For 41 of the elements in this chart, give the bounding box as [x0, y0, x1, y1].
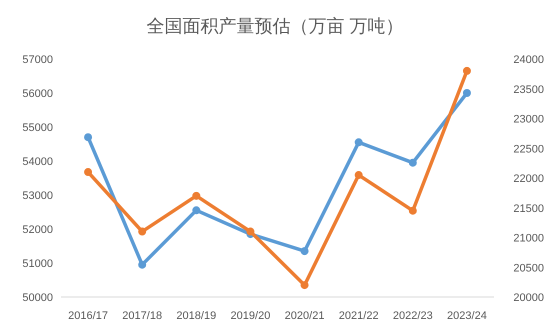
point	[192, 192, 200, 200]
point	[300, 247, 309, 256]
y2tick: 23000	[513, 114, 544, 126]
ytick: 51000	[22, 258, 53, 270]
ytick: 53000	[22, 190, 53, 202]
y2tick: 20000	[513, 292, 544, 304]
xtick: 2020/21	[284, 310, 324, 322]
point	[192, 206, 200, 214]
y2tick: 21000	[513, 232, 544, 244]
point	[462, 89, 471, 97]
ytick: 55000	[22, 122, 53, 134]
point	[354, 171, 363, 180]
point	[138, 228, 146, 236]
xtick: 2023/24	[447, 310, 487, 322]
y2tick: 22000	[513, 173, 544, 185]
ytick: 57000	[22, 54, 53, 66]
ytick: 54000	[22, 156, 53, 168]
title: 全国面积产量预估（万亩 万吨）	[146, 16, 404, 36]
point	[84, 133, 92, 142]
xtick: 2016/17	[68, 310, 108, 322]
point	[408, 206, 417, 215]
point	[246, 228, 254, 236]
point	[462, 66, 471, 75]
xtick: 2018/19	[176, 310, 216, 322]
xtick: 2022/23	[392, 310, 433, 322]
point	[354, 138, 363, 146]
ytick: 50000	[22, 292, 53, 304]
point	[84, 168, 92, 176]
point	[408, 158, 417, 167]
y2tick: 24000	[513, 54, 544, 66]
point	[138, 260, 146, 269]
xtick: 2019/20	[230, 310, 270, 322]
y2tick: 21500	[513, 202, 544, 215]
xtick: 2021/22	[338, 310, 379, 322]
y2tick: 20500	[513, 262, 544, 274]
xtick: 2017/18	[122, 310, 162, 322]
y2tick: 22500	[513, 143, 544, 156]
point	[300, 281, 309, 290]
ytick: 52000	[22, 224, 53, 236]
y2tick: 23500	[513, 84, 544, 96]
ytick: 56000	[22, 88, 53, 100]
